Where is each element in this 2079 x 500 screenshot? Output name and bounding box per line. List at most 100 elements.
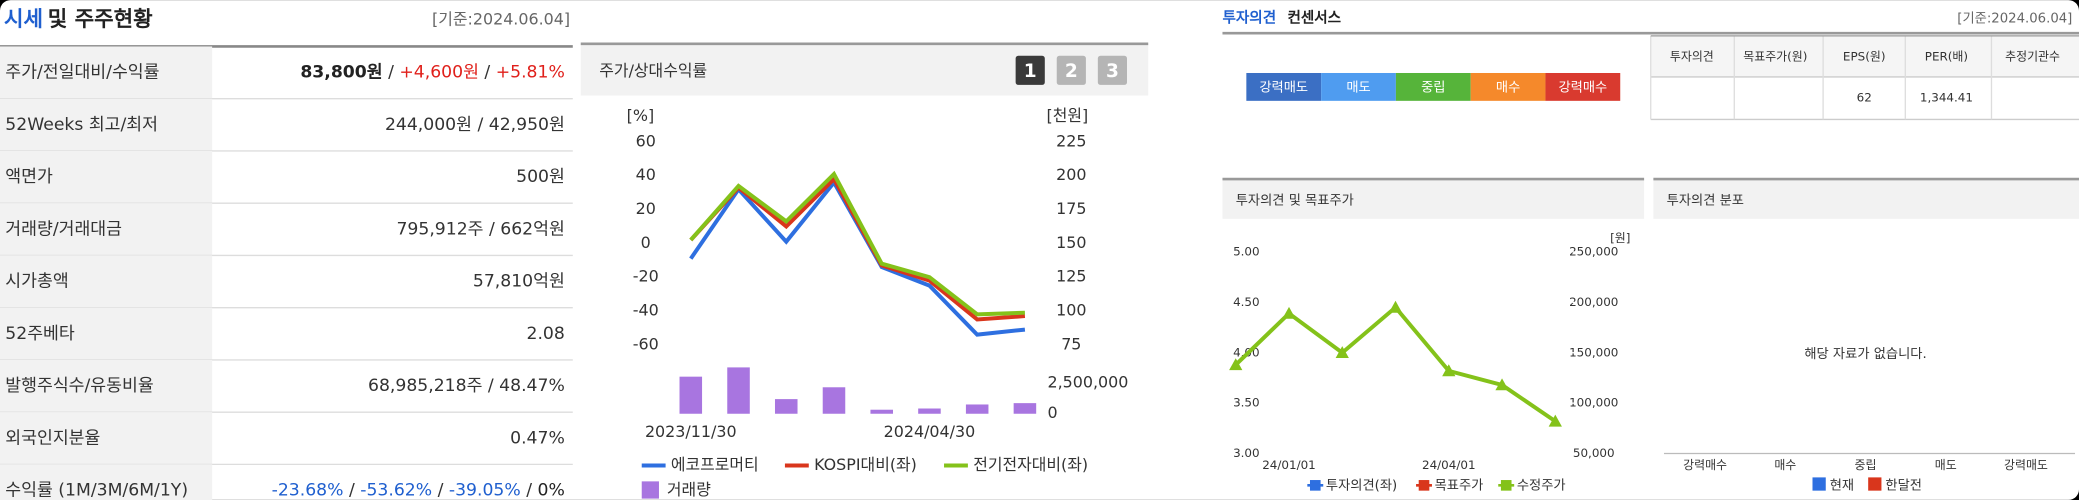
separator: /	[432, 481, 449, 500]
data-cell: 1,344.41	[1920, 91, 1973, 105]
tab[interactable]	[1097, 55, 1128, 85]
row-value: 68,985,218주 / 48.47%	[368, 376, 565, 396]
separator: /	[484, 219, 501, 239]
tab[interactable]	[1015, 55, 1045, 85]
header-cell: PER(배)	[1925, 50, 1968, 64]
x-tick-label: 강력매수	[1683, 458, 1727, 472]
panel-title: 투자의견 및 목표주가	[1236, 192, 1354, 208]
bar	[918, 408, 941, 414]
y-tick-label: 0	[641, 233, 651, 252]
row-value: 795,912주 / 662억원	[396, 219, 564, 239]
value-part: 662억원	[500, 219, 565, 239]
legend-label: 거래량	[667, 480, 711, 499]
value-part: 0.47%	[510, 428, 565, 448]
separator: /	[521, 481, 538, 500]
opinion-button[interactable]	[1246, 72, 1322, 101]
legend-label: KOSPI대비(좌)	[814, 455, 917, 474]
label-cell	[0, 98, 213, 151]
tab-label[interactable]: 3	[1106, 61, 1119, 82]
value-part: 795,912주	[396, 219, 483, 239]
bar	[727, 367, 750, 414]
y-tick-label: 3.00	[1233, 446, 1260, 460]
opinion-label[interactable]: 강력매수	[1558, 80, 1607, 96]
panel-title: 주가/상대수익률	[599, 61, 707, 80]
y-tick-label: -40	[633, 300, 659, 319]
value-part: 68,985,218주	[368, 376, 482, 396]
y-tick-label: 4.50	[1233, 295, 1260, 309]
bar	[774, 399, 798, 414]
opinion-label[interactable]: 매도	[1346, 80, 1370, 96]
row-label: 수익률 (1M/3M/6M/1Y)	[5, 481, 188, 500]
opinion-button[interactable]	[1395, 72, 1471, 101]
row-label: 주가/전일대비/수익률	[5, 63, 159, 83]
opinion-label[interactable]: 매수	[1496, 80, 1520, 96]
header-row	[1650, 35, 2079, 77]
title-accent: 투자의견	[1222, 9, 1276, 27]
row-value: 57,810억원	[473, 272, 565, 292]
tab-label[interactable]: 2	[1065, 61, 1078, 82]
value-part: 48.47%	[499, 376, 565, 396]
y2-tick-label: 75	[1061, 334, 1081, 353]
legend-symbol	[1418, 480, 1430, 491]
x-tick-label: 2024/04/30	[884, 422, 976, 441]
marker	[1388, 300, 1403, 313]
line-series	[689, 170, 1025, 317]
marker	[1282, 306, 1296, 319]
y-unit: [%]	[627, 106, 655, 125]
panel-title: 투자의견 분포	[1667, 192, 1744, 208]
x-tick-label: 24/04/01	[1422, 458, 1476, 472]
row-value: 244,000원 / 42,950원	[385, 115, 565, 135]
row-label: 52Weeks 최고/최저	[5, 115, 158, 135]
separator: /	[479, 63, 496, 83]
row-value: 2.08	[526, 324, 564, 344]
y-tick-label: 40	[636, 165, 656, 184]
y2-tick-label: 150	[1056, 233, 1086, 252]
row-label: 시가총액	[5, 272, 68, 292]
tab[interactable]	[1056, 55, 1086, 85]
opinion-button[interactable]	[1545, 72, 1621, 101]
panel-header	[1222, 179, 1645, 219]
y-tick-label: 5.00	[1233, 244, 1260, 258]
value-part: +5.81%	[496, 63, 565, 83]
legend-symbol	[1500, 480, 1512, 491]
marker	[1229, 358, 1243, 371]
row-label: 외국인지분율	[5, 428, 100, 448]
legend-label: 현재	[1830, 477, 1854, 493]
bar	[1013, 403, 1037, 414]
label-cell	[0, 307, 213, 360]
value-part: 2.08	[526, 324, 564, 344]
bar	[870, 409, 893, 414]
bar	[822, 387, 846, 414]
header-cell: 목표주가(원)	[1743, 50, 1807, 64]
y-tick-label: 2,500,000	[1047, 373, 1128, 392]
value-part: 500원	[516, 167, 565, 187]
header-cell: EPS(원)	[1843, 50, 1886, 64]
opinion-label[interactable]: 강력매도	[1259, 80, 1308, 96]
opinion-button[interactable]	[1470, 72, 1546, 101]
opinion-button[interactable]	[1321, 72, 1396, 101]
label-cell	[0, 255, 213, 308]
y2-unit: [천원]	[1047, 106, 1089, 125]
title-accent: 시세	[4, 7, 43, 32]
y2-tick-label: 100	[1056, 300, 1086, 319]
y-tick-label: 0	[1047, 403, 1057, 422]
legend-label: 투자의견(좌)	[1326, 477, 1397, 493]
marker	[1495, 378, 1509, 391]
separator: /	[472, 115, 489, 135]
y-tick-label: 20	[636, 199, 656, 218]
value-part: 57,810억원	[473, 272, 565, 292]
x-tick-label: 매도	[1935, 458, 1957, 472]
date: [기준:2024.06.04]	[432, 9, 570, 28]
x-tick-label: 중립	[1855, 458, 1877, 472]
y2-unit: [원]	[1610, 231, 1630, 245]
bar	[679, 376, 703, 414]
opinion-label[interactable]: 중립	[1421, 80, 1445, 96]
tab-label[interactable]: 1	[1024, 61, 1037, 82]
header-cell: 투자의견	[1670, 50, 1714, 64]
row-label: 거래량/거래대금	[5, 219, 122, 239]
legend-symbol	[1868, 477, 1882, 491]
value-part: 83,800원	[300, 63, 382, 83]
value-part: 0%	[538, 481, 565, 500]
